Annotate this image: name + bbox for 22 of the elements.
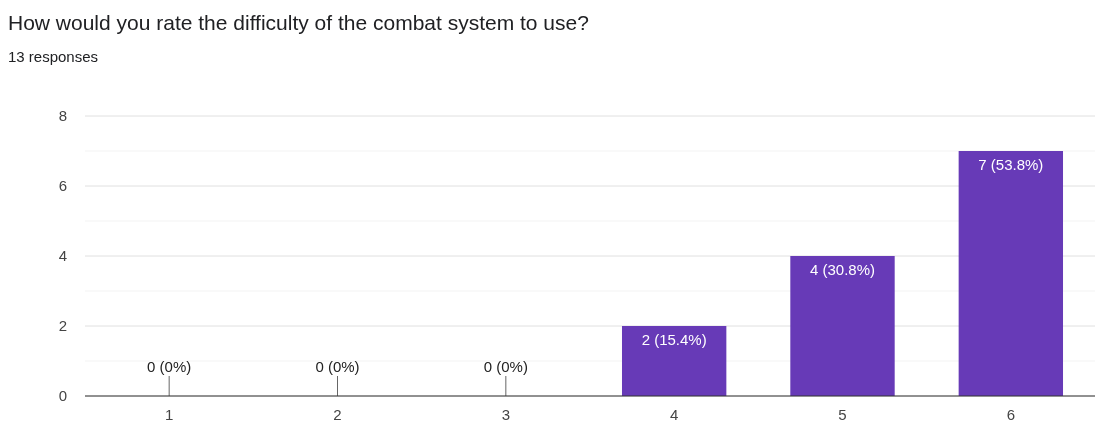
data-label: 0 (0%)	[483, 358, 528, 375]
data-label: 0 (0%)	[315, 358, 360, 375]
x-tick-label: 2	[333, 406, 342, 423]
data-label: 4 (30.8%)	[809, 261, 876, 278]
chart-subtitle: 13 responses	[8, 48, 99, 65]
chart-title: How would you rate the difficulty of the combat system to use?	[8, 11, 589, 34]
x-tick-label: 6	[1006, 406, 1016, 423]
y-tick-label: 8	[58, 107, 67, 124]
x-tick-label: 3	[501, 406, 511, 423]
bar	[790, 256, 895, 396]
data-label: 2 (15.4%)	[641, 331, 707, 348]
x-tick-label: 1	[164, 406, 174, 423]
y-tick-label: 2	[58, 317, 67, 334]
x-tick-label: 5	[838, 406, 847, 423]
y-tick-label: 6	[58, 177, 67, 194]
x-tick-label: 4	[669, 406, 679, 423]
bar	[958, 151, 1064, 396]
y-tick-label: 4	[58, 247, 67, 264]
data-label: 7 (53.8%)	[978, 156, 1044, 173]
data-label: 0 (0%)	[147, 358, 192, 375]
y-tick-label: 0	[58, 387, 67, 404]
bar	[621, 326, 727, 396]
